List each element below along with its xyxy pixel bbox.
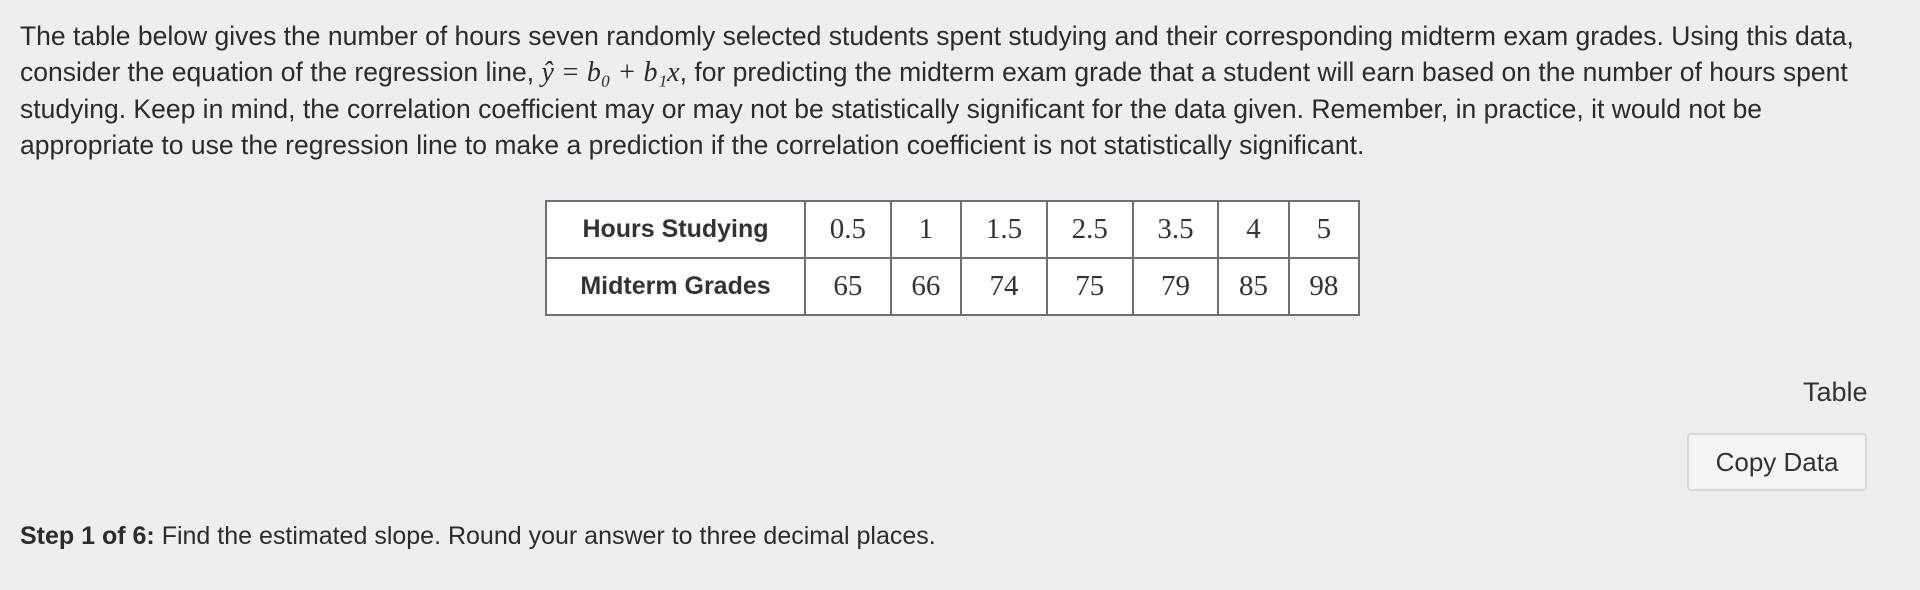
table-row: Hours Studying 0.5 1 1.5 2.5 3.5 4 5 — [545, 200, 1361, 259]
question-part: The table below gives the number of hour… — [20, 21, 1854, 87]
step-text: Step 1 of 6: Find the estimated slope. R… — [20, 522, 936, 551]
table-cell: 4 — [1217, 200, 1290, 259]
table-cell: 5 — [1287, 200, 1361, 259]
table-cell: 2.5 — [1045, 200, 1134, 259]
row-label: Hours Studying — [545, 200, 806, 259]
table-cell: 3.5 — [1131, 200, 1220, 259]
table-cell: 98 — [1287, 257, 1361, 316]
step-instruction: Find the estimated slope. Round your ans… — [161, 522, 936, 550]
table-cell: 85 — [1217, 257, 1290, 316]
table-cell: 66 — [889, 257, 963, 316]
question-part: , for predicting the midterm exam grade … — [20, 57, 1848, 160]
question-text: The table below gives the number of hour… — [20, 18, 1900, 163]
step-label: Step 1 of 6: — [20, 522, 155, 550]
data-table: Hours Studying 0.5 1 1.5 2.5 3.5 4 5 Midterm Gra… — [545, 200, 1361, 316]
table-cell: 75 — [1045, 257, 1134, 316]
table-cell: 65 — [804, 257, 892, 316]
table-cell: 79 — [1131, 257, 1220, 316]
table-cell: 74 — [960, 257, 1048, 316]
table-cell: 1.5 — [960, 200, 1048, 259]
copy-data-button[interactable]: Copy Data — [1687, 433, 1867, 491]
table-cell: 0.5 — [804, 200, 892, 259]
table-link[interactable]: Table — [1803, 377, 1868, 407]
table-row: Midterm Grades 65 66 74 75 79 85 98 — [545, 257, 1361, 316]
row-label: Midterm Grades — [545, 257, 806, 316]
equation: ŷ = b₀ + b₁x — [541, 57, 680, 88]
table-cell: 1 — [889, 200, 963, 259]
